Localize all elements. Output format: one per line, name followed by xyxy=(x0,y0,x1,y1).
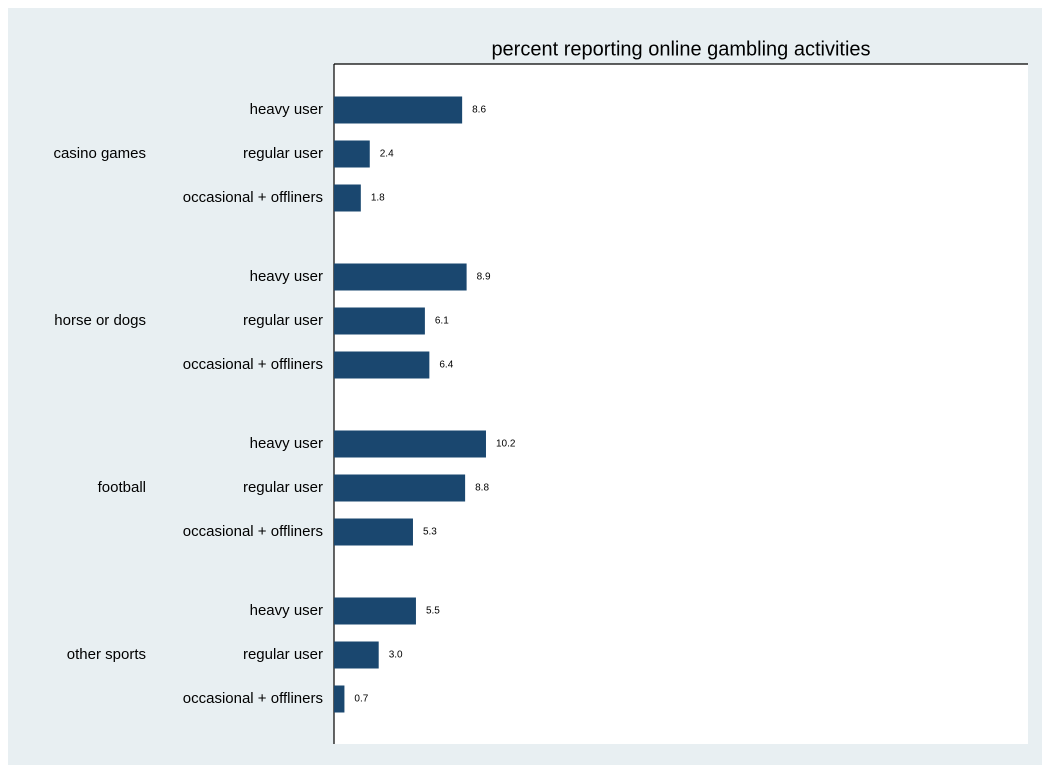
category-label: regular user xyxy=(243,479,323,496)
group-label: football xyxy=(98,479,146,496)
category-label: heavy user xyxy=(250,602,323,619)
bar xyxy=(334,518,413,546)
bar xyxy=(334,474,466,502)
category-label: regular user xyxy=(243,646,323,663)
bar xyxy=(334,96,463,124)
category-label: occasional + offliners xyxy=(183,356,323,373)
category-label: heavy user xyxy=(250,435,323,452)
value-label: 6.4 xyxy=(439,360,453,371)
category-label: occasional + offliners xyxy=(183,523,323,540)
bar xyxy=(334,641,379,669)
category-label: occasional + offliners xyxy=(183,690,323,707)
value-label: 1.8 xyxy=(371,193,385,204)
category-label: heavy user xyxy=(250,101,323,118)
value-label: 8.6 xyxy=(472,105,486,116)
category-label: regular user xyxy=(243,145,323,162)
value-label: 10.2 xyxy=(496,439,516,450)
group-label: casino games xyxy=(53,145,146,162)
group-label: other sports xyxy=(67,646,146,663)
category-label: occasional + offliners xyxy=(183,189,323,206)
chart-title: percent reporting online gambling activi… xyxy=(491,38,870,60)
value-label: 5.5 xyxy=(426,606,440,617)
bar xyxy=(334,263,467,291)
category-label: heavy user xyxy=(250,268,323,285)
value-label: 2.4 xyxy=(380,149,394,160)
value-label: 8.8 xyxy=(475,483,489,494)
value-label: 3.0 xyxy=(389,650,403,661)
bar xyxy=(334,597,416,625)
value-label: 8.9 xyxy=(477,272,491,283)
value-label: 0.7 xyxy=(354,694,368,705)
group-label: horse or dogs xyxy=(54,312,146,329)
bar xyxy=(334,430,486,458)
plot-area xyxy=(334,64,1028,744)
bar xyxy=(334,140,370,168)
bar xyxy=(334,351,430,379)
value-label: 6.1 xyxy=(435,316,449,327)
value-label: 5.3 xyxy=(423,527,437,538)
bar xyxy=(334,685,345,713)
bar xyxy=(334,307,425,335)
category-label: regular user xyxy=(243,312,323,329)
bar xyxy=(334,184,361,212)
